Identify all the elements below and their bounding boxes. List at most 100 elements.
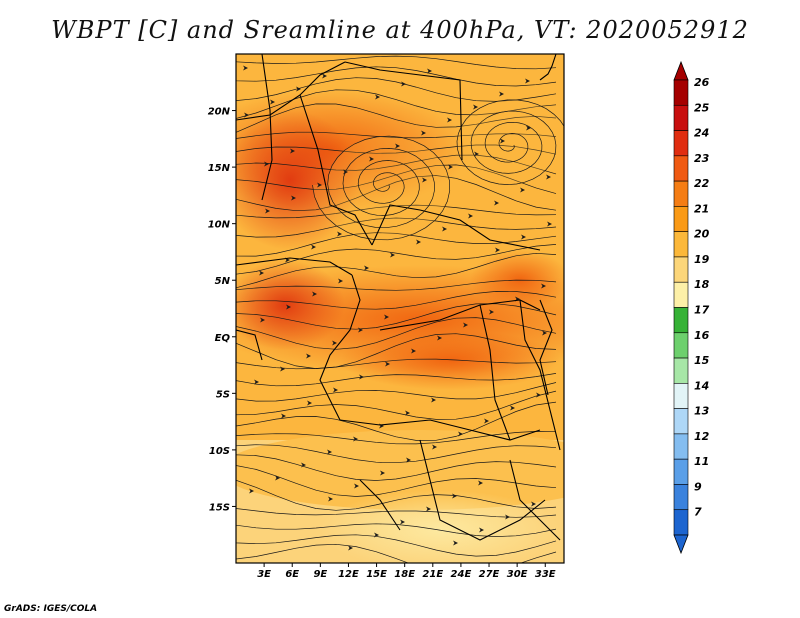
colorbar-label: 22: [694, 177, 710, 190]
streamline: [236, 303, 557, 330]
streamline-arrow: [270, 99, 275, 105]
streamline-arrow: [390, 252, 395, 258]
streamline: [236, 244, 557, 275]
streamline: [236, 175, 557, 212]
streamline-arrow: [453, 540, 458, 546]
streamline-arrow: [354, 483, 359, 489]
streamline: [236, 204, 557, 219]
streamline-arrow: [489, 309, 494, 315]
border-line: [236, 329, 263, 361]
streamline-arrow: [264, 161, 269, 167]
streamline-arrow: [312, 291, 317, 297]
colorbar-segment: [673, 509, 689, 536]
colorbar-segment: [673, 180, 689, 207]
streamline: [236, 454, 557, 481]
streamline-arrow: [526, 125, 531, 131]
colorbar-label: 12: [694, 430, 710, 443]
streamline-arrow: [317, 182, 322, 188]
streamline-arrow: [520, 187, 525, 193]
lat-label: 10N: [208, 220, 231, 231]
streamline: [236, 382, 557, 402]
colorbar-label: 15: [694, 354, 710, 367]
streamline: [236, 358, 557, 370]
streamline-arrow: [411, 348, 416, 354]
streamline-arrow: [259, 270, 264, 276]
streamline-arrow: [406, 457, 411, 463]
border-line: [236, 257, 353, 276]
streamline: [236, 465, 557, 497]
streamline-arrow: [510, 405, 515, 411]
streamline-arrow: [348, 545, 353, 551]
colorbar-label: 26: [694, 76, 710, 89]
colorbar-label: 24: [694, 127, 709, 140]
colorbar-segment: [673, 458, 689, 485]
streamline: [236, 431, 557, 445]
streamline-arrow: [327, 449, 332, 455]
colorbar-segment: [673, 104, 689, 131]
streamline-arrow: [437, 335, 442, 341]
border-line: [339, 419, 541, 441]
lon-label: 12E: [338, 569, 359, 580]
streamline: [236, 252, 557, 289]
colorbar-segment: [673, 357, 689, 384]
border-line: [261, 54, 273, 201]
streamline: [236, 103, 557, 133]
streamline: [236, 131, 557, 139]
border-line: [359, 479, 401, 531]
colorbar-segment: [673, 433, 689, 460]
colorbar: 26 25 24 23 22 21 20 19 18 17 16 15 14 13 12 11 9 7: [673, 60, 710, 555]
colorbar-label: 11: [694, 455, 709, 468]
streamline-arrow: [474, 151, 479, 157]
streamline-arrow: [427, 68, 432, 74]
streamline: [236, 543, 557, 563]
streamline-arrow: [499, 91, 504, 97]
colorbar-segment: [673, 79, 689, 106]
streamline-arrow: [307, 400, 312, 406]
wbpt-yellow-patch: [320, 490, 560, 563]
streamline-arrow: [405, 410, 410, 416]
streamline-arrow: [421, 130, 426, 136]
streamline-arrow: [521, 234, 526, 240]
streamline-arrow: [542, 330, 547, 336]
colorbar-label: 16: [694, 329, 710, 342]
streamline-arrow: [280, 366, 285, 372]
lon-label: 3E: [257, 569, 271, 580]
streamline-arrow: [275, 475, 280, 481]
lon-label: 30E: [507, 569, 528, 580]
streamline-arrow: [338, 278, 343, 284]
lon-label: 33E: [535, 569, 556, 580]
streamline-arrow: [473, 104, 478, 110]
streamline-arrow: [495, 247, 500, 253]
streamline: [236, 444, 557, 464]
streamline-arrow: [447, 117, 452, 123]
streamline-arrow: [448, 164, 453, 170]
streamline-arrow: [337, 231, 342, 237]
lon-label: 9E: [313, 569, 327, 580]
streamline-arrow: [374, 532, 379, 538]
streamline-arrow: [531, 501, 536, 507]
wbpt-south-band: [236, 430, 564, 510]
lat-label: 5S: [216, 389, 230, 400]
lon-label: 24E: [451, 569, 472, 580]
streamline-arrow: [400, 519, 405, 525]
streamline-arrow: [332, 340, 337, 346]
longitude-axis: 3E 6E 9E 12E 15E 18E 21E 24E 27E 30E 33E: [257, 563, 556, 580]
streamline-arrow: [468, 213, 473, 219]
colorbar-label: 13: [694, 405, 710, 418]
streamline-arrow: [431, 397, 436, 403]
streamline-arrow: [359, 374, 364, 380]
streamline: [236, 66, 557, 87]
vortex: [456, 99, 564, 185]
colorbar-label: 14: [694, 379, 709, 392]
streamline-arrow: [494, 200, 499, 206]
streamline-arrow: [265, 208, 270, 214]
streamline-arrow: [306, 353, 311, 359]
streamline-arrow: [291, 195, 296, 201]
border-line: [319, 274, 361, 421]
colorbar-segment: [673, 206, 689, 232]
streamline-arrow: [333, 387, 338, 393]
streamline: [236, 534, 557, 557]
map-panel: [236, 54, 564, 563]
streamline-arrow: [286, 304, 291, 310]
